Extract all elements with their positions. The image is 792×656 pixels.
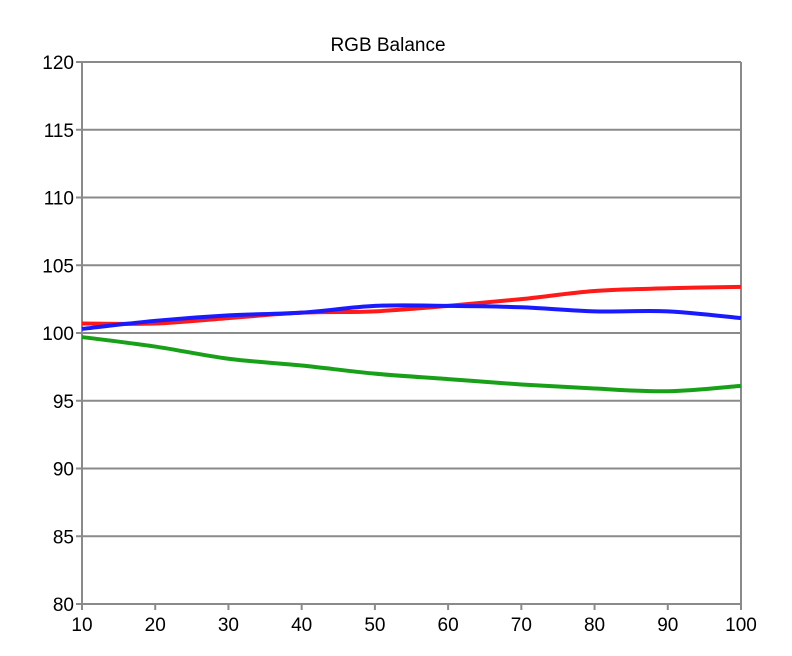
y-tick-label-85: 85 <box>53 527 74 548</box>
x-tick-label-50: 50 <box>364 615 385 636</box>
tick-label-layer: 80 85 90 95 100 105 110 115 120 10 20 30 40 50 60 70 80 9… <box>42 53 757 636</box>
x-tick-label-10: 10 <box>71 615 92 636</box>
y-tick-label-115: 115 <box>44 121 74 142</box>
x-tick-label-100: 100 <box>725 615 757 636</box>
x-tick-label-30: 30 <box>218 615 239 636</box>
y-tick-label-110: 110 <box>44 189 74 210</box>
chart-title: RGB Balance <box>330 35 445 56</box>
y-tick-label-95: 95 <box>53 392 74 413</box>
series-line-blue <box>81 303 742 331</box>
axis-layer <box>76 61 742 610</box>
y-tick-label-90: 90 <box>53 460 74 481</box>
x-tick-label-90: 90 <box>657 615 678 636</box>
x-tick-label-40: 40 <box>291 615 312 636</box>
x-tick-label-70: 70 <box>511 615 532 636</box>
x-tick-label-80: 80 <box>584 615 605 636</box>
y-tick-label-100: 100 <box>42 324 74 345</box>
y-tick-label-80: 80 <box>53 595 74 616</box>
series-layer <box>81 284 742 394</box>
y-tick-label-105: 105 <box>42 256 74 277</box>
series-line-green <box>81 335 742 394</box>
series-line-red <box>81 284 742 326</box>
x-tick-label-20: 20 <box>145 615 166 636</box>
grid-layer <box>82 128 741 538</box>
x-tick-label-60: 60 <box>438 615 459 636</box>
y-tick-label-120: 120 <box>42 53 74 74</box>
